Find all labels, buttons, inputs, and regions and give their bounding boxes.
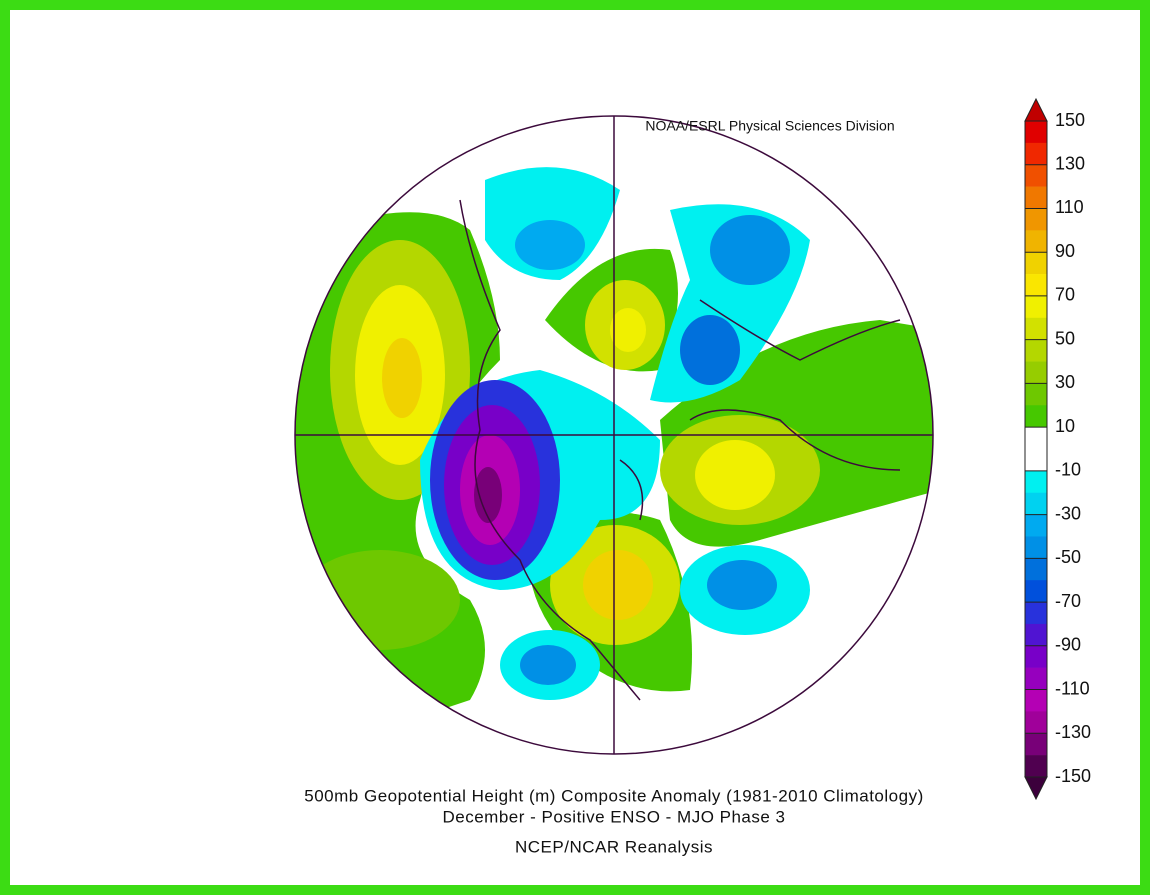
colorbar-band bbox=[1025, 142, 1047, 166]
anomaly-region bbox=[583, 550, 653, 620]
colorbar-band bbox=[1025, 536, 1047, 559]
colorbar-band bbox=[1025, 602, 1047, 625]
colorbar-band bbox=[1025, 492, 1047, 515]
anomaly-region bbox=[695, 440, 775, 510]
colorbar-label: 50 bbox=[1055, 328, 1075, 348]
colorbar-band bbox=[1025, 558, 1047, 581]
colorbar-label: 10 bbox=[1055, 416, 1075, 436]
colorbar-band bbox=[1025, 449, 1047, 472]
colorbar-band bbox=[1025, 667, 1047, 690]
colorbar-label: -70 bbox=[1055, 591, 1081, 611]
colorbar-band bbox=[1025, 361, 1047, 384]
colorbar-band bbox=[1025, 711, 1047, 734]
colorbar-label: 90 bbox=[1055, 241, 1075, 261]
colorbar-label: -130 bbox=[1055, 722, 1091, 742]
anomaly-region bbox=[680, 315, 740, 385]
colorbar-band bbox=[1025, 317, 1047, 340]
colorbar-label: -50 bbox=[1055, 547, 1081, 567]
colorbar-band bbox=[1025, 733, 1047, 756]
colorbar-label: -110 bbox=[1055, 678, 1090, 698]
colorbar-label: 110 bbox=[1055, 197, 1084, 217]
map-border bbox=[294, 115, 934, 755]
colorbar-band bbox=[1025, 274, 1047, 297]
colorbar-label: -150 bbox=[1055, 766, 1091, 786]
coastline bbox=[459, 199, 901, 701]
colorbar: 150 130 110 90 70 50 30 10 -10 -30 -50 -70 -90 -110 -1… bbox=[1024, 97, 1091, 801]
colorbar-label: -90 bbox=[1055, 635, 1081, 655]
colorbar-band bbox=[1025, 121, 1047, 144]
colorbar-label: 70 bbox=[1055, 285, 1075, 305]
colorbar-band bbox=[1025, 470, 1047, 494]
colorbar-band bbox=[1025, 383, 1047, 406]
colorbar-band bbox=[1025, 208, 1047, 231]
anomaly-region bbox=[515, 220, 585, 270]
caption-title: 500mb Geopotential Height (m) Composite … bbox=[304, 786, 923, 805]
anomaly-region bbox=[710, 215, 790, 285]
colorbar-label: 130 bbox=[1055, 153, 1085, 173]
colorbar-band bbox=[1025, 623, 1047, 647]
colorbar-label: 30 bbox=[1055, 372, 1075, 392]
colorbar-band bbox=[1025, 427, 1047, 450]
colorbar-band bbox=[1025, 164, 1047, 187]
caption-subtitle: December - Positive ENSO - MJO Phase 3 bbox=[442, 807, 785, 826]
anomaly-region bbox=[610, 308, 646, 352]
anomaly-region bbox=[707, 560, 777, 610]
colorbar-band bbox=[1025, 755, 1047, 778]
colorbar-label: 150 bbox=[1055, 110, 1085, 130]
colorbar-band bbox=[1025, 689, 1047, 712]
colorbar-label: -30 bbox=[1055, 503, 1081, 523]
anomaly-region bbox=[382, 338, 422, 418]
anomaly-region bbox=[520, 645, 576, 685]
credit: NOAA/ESRL Physical Sciences Division bbox=[645, 118, 894, 134]
colorbar-band bbox=[1025, 186, 1047, 209]
anomaly-region bbox=[474, 467, 502, 523]
colorbar-band bbox=[1025, 339, 1047, 362]
colorbar-band bbox=[1025, 645, 1047, 668]
colorbar-label: -10 bbox=[1055, 460, 1081, 480]
colorbar-band bbox=[1025, 295, 1047, 319]
colorbar-band bbox=[1025, 514, 1047, 537]
caption-source: NCEP/NCAR Reanalysis bbox=[515, 837, 713, 856]
colorbar-band bbox=[1025, 405, 1047, 428]
colorbar-band bbox=[1025, 230, 1047, 253]
map bbox=[295, 116, 933, 754]
colorbar-band bbox=[1025, 252, 1047, 275]
colorbar-band bbox=[1025, 580, 1047, 603]
